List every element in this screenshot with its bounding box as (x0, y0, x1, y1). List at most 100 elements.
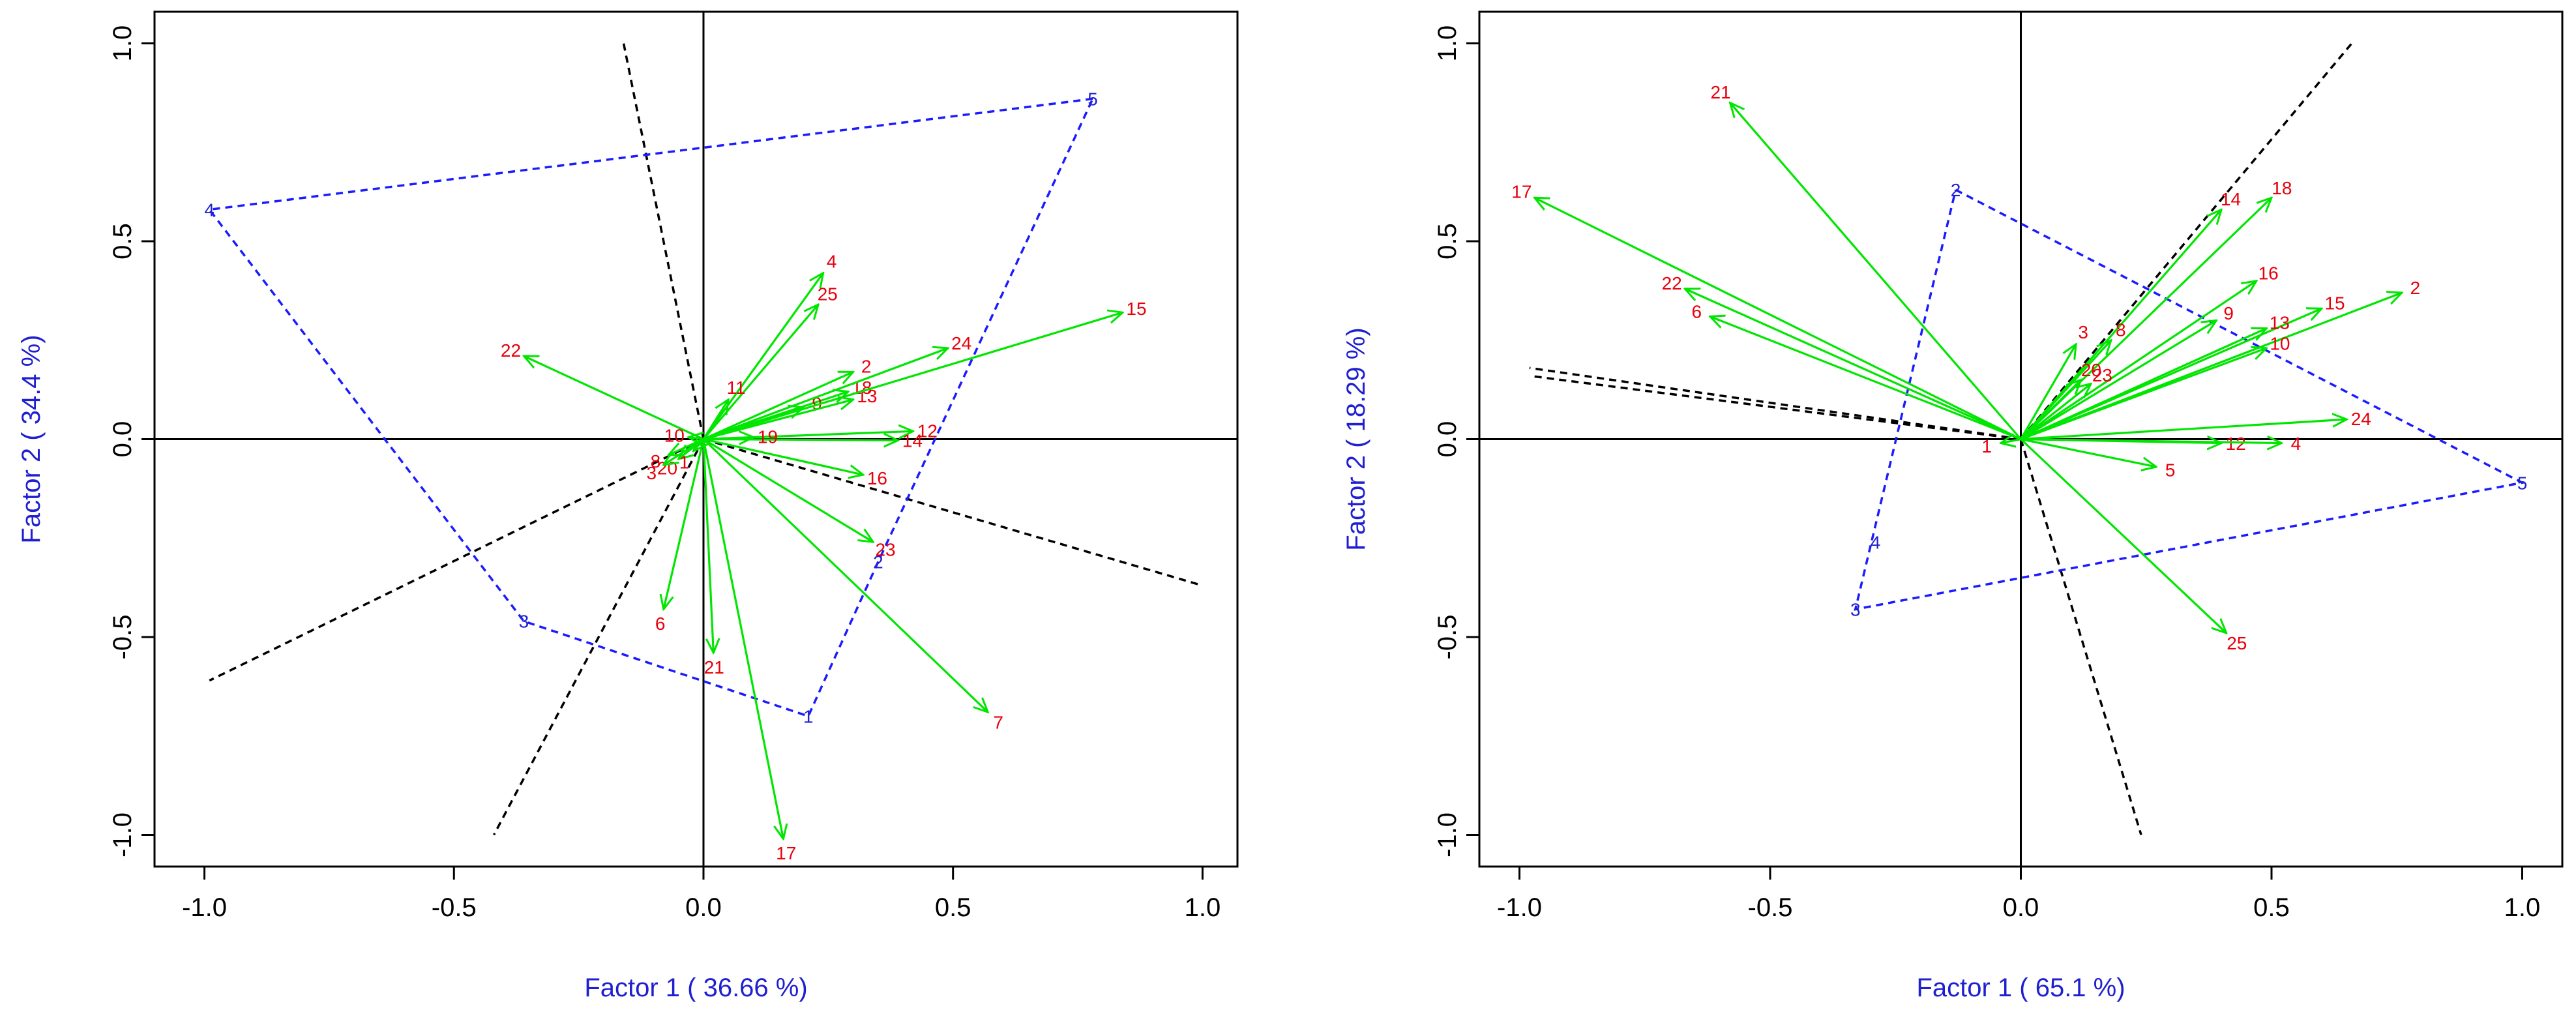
x-tick-label: -0.5 (432, 893, 477, 922)
y-tick: 0.0 (108, 421, 155, 457)
y-tick-label: 0.5 (108, 223, 137, 260)
group-point-label: 5 (2517, 473, 2528, 493)
vector-arrow (2020, 379, 2081, 440)
y-tick-label: -0.5 (108, 615, 137, 660)
vector-arrow (702, 438, 988, 713)
y-tick: 0.5 (1433, 223, 1479, 260)
x-tick-label: -1.0 (182, 893, 227, 922)
x-axis-title: Factor 1 ( 36.66 %) (584, 973, 807, 1002)
vector-label: 23 (875, 540, 895, 560)
vector-label: 20 (2081, 360, 2101, 380)
vector-label: 21 (704, 657, 724, 677)
vector-arrow (702, 400, 728, 440)
vector-label: 1 (679, 453, 690, 473)
sector-divider-line (209, 438, 704, 682)
vector-arrow (703, 372, 853, 440)
vector-arrow (703, 437, 754, 439)
group-point-label: 2 (1951, 180, 1961, 200)
vector-label: 22 (1662, 273, 1682, 293)
sector-divider-line (1529, 366, 2021, 441)
biplot-left: Factor 1 ( 36.66 %) Factor 2 ( 34.4 %) -… (17, 10, 1239, 1002)
vector-arrow (2020, 384, 2092, 440)
vector-arrow (702, 304, 818, 440)
convex-hull-polygon (207, 97, 1094, 718)
vector-label: 16 (867, 468, 887, 488)
sector-divider-line (622, 43, 705, 439)
vector-label: 24 (951, 333, 971, 353)
group-point-label: 3 (1850, 599, 1861, 619)
y-tick-label: 0.5 (1433, 223, 1462, 260)
vector-arrow (703, 438, 873, 542)
y-axis-title: Factor 2 ( 18.29 %) (1342, 327, 1370, 550)
vector-label: 11 (726, 378, 745, 398)
vector-label: 18 (2272, 178, 2292, 198)
group-point-label: 2 (873, 552, 883, 572)
vector-label: 23 (2092, 365, 2112, 385)
vector-label: 2 (2410, 278, 2421, 298)
x-tick: -1.0 (182, 867, 227, 922)
biplot-right: Factor 1 ( 65.1 %) Factor 2 ( 18.29 %) -… (1342, 10, 2564, 1002)
sector-divider-line (492, 438, 705, 836)
vector-label: 17 (776, 843, 796, 863)
vector-label: 14 (902, 430, 923, 451)
y-axis-ticks: -1.0 -0.5 0.0 0.5 1.0 (108, 25, 155, 857)
vector-label: 15 (2324, 293, 2345, 313)
x-tick-label: 1.0 (1185, 893, 1221, 922)
vector-arrow (703, 438, 863, 475)
group-point-label: 1 (803, 706, 814, 726)
vector-label: 3 (2078, 322, 2088, 342)
vector-label: 25 (818, 284, 838, 304)
vector-arrow (1710, 316, 2022, 440)
vector-arrow (2020, 320, 2217, 440)
vector-label: 13 (2270, 313, 2290, 333)
vector-arrow (2020, 340, 2111, 440)
y-tick-label: -0.5 (1433, 615, 1462, 660)
vector-label: 3 (646, 463, 657, 483)
vector-label: 5 (2165, 460, 2176, 480)
y-tick: -0.5 (108, 615, 155, 660)
y-tick: 0.5 (108, 223, 155, 260)
x-tick-label: 0.5 (2253, 893, 2290, 922)
vector-label: 4 (827, 252, 837, 272)
vector-arrow (702, 439, 713, 653)
vector-arrow (2021, 439, 2282, 443)
group-point-label: 4 (1871, 532, 1881, 552)
vector-label: 2 (861, 356, 872, 376)
vector-arrow (524, 356, 704, 440)
x-axis-title: Factor 1 ( 65.1 %) (1916, 973, 2125, 1002)
vector-label: 15 (1126, 299, 1146, 319)
x-tick: -0.5 (1748, 867, 1793, 922)
x-axis-ticks: -1.0 -0.5 0.0 0.5 1.0 (1497, 867, 2540, 922)
x-tick: 1.0 (1185, 867, 1221, 922)
vector-arrow (694, 439, 703, 451)
y-axis-ticks: -1.0 -0.5 0.0 0.5 1.0 (1433, 25, 1479, 857)
vector-label: 12 (2226, 434, 2246, 454)
x-tick: 0.0 (685, 867, 722, 922)
vector-arrow (2020, 209, 2222, 440)
x-axis-ticks: -1.0 -0.5 0.0 0.5 1.0 (182, 867, 1221, 922)
y-tick: -1.0 (1433, 812, 1479, 857)
x-tick-label: -0.5 (1748, 893, 1793, 922)
sector-divider-line (2019, 438, 2142, 835)
vector-label: 6 (1691, 301, 1702, 321)
y-tick: 1.0 (1433, 25, 1479, 61)
vector-label: 4 (2291, 434, 2302, 454)
vector-arrow (703, 348, 948, 440)
vector-label: 14 (2221, 189, 2241, 209)
vector-label: 20 (657, 458, 677, 479)
vector-label: 6 (655, 614, 666, 634)
vector-arrow (702, 273, 823, 440)
y-tick-label: 1.0 (108, 25, 137, 62)
vector-label: 17 (1511, 181, 1532, 201)
y-tick: -0.5 (1433, 615, 1479, 660)
vector-arrow (2021, 419, 2347, 441)
x-tick: -1.0 (1497, 867, 1542, 922)
y-axis-title: Factor 2 ( 34.4 %) (17, 334, 46, 543)
vector-label: 9 (2223, 303, 2234, 323)
x-tick-label: -1.0 (1497, 893, 1542, 922)
vector-label: 24 (2351, 409, 2371, 429)
vector-label: 22 (501, 340, 521, 361)
vector-arrow (2020, 329, 2267, 440)
